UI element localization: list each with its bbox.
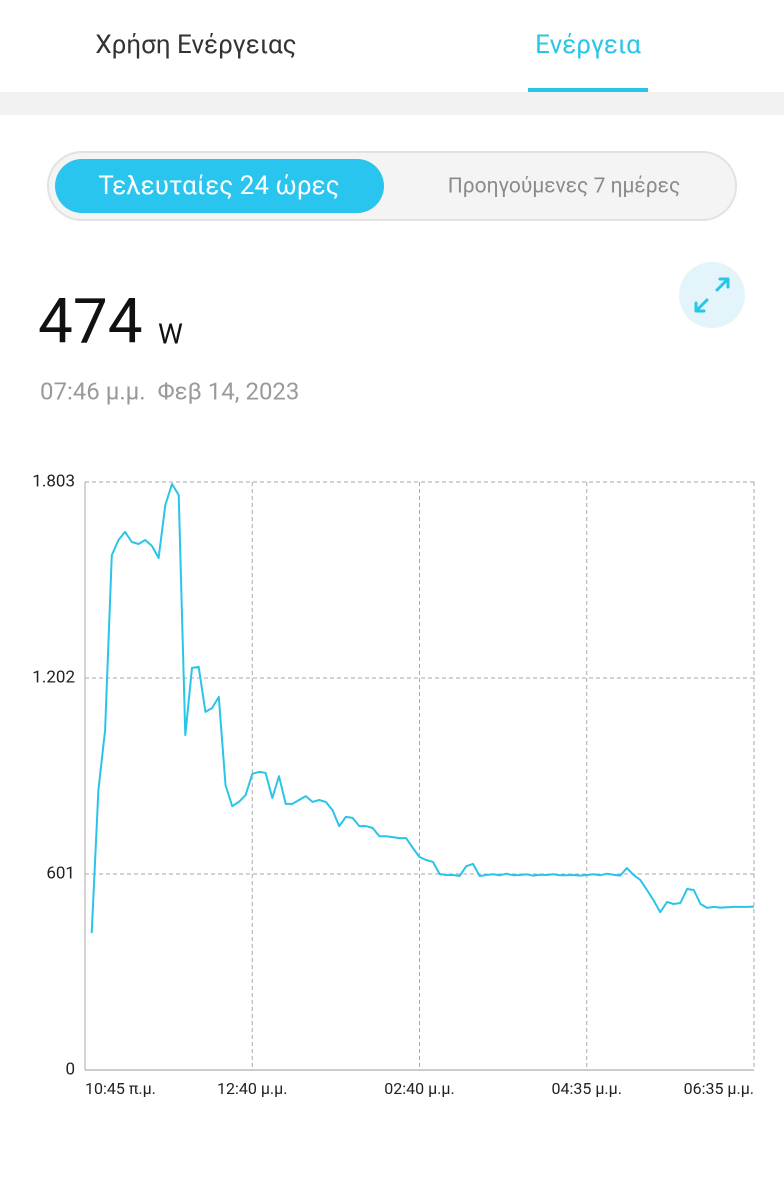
- segment-label[interactable]: Τελευταίες 24 ώρες: [98, 171, 339, 201]
- tab-underline: [528, 88, 648, 92]
- segment-active[interactable]: [55, 159, 384, 213]
- y-tick-label: 601: [46, 863, 75, 883]
- divider: [0, 92, 784, 115]
- tab[interactable]: Χρήση Ενέργειας: [95, 30, 296, 60]
- timestamp: 07:46 μ.μ. Φεβ 14, 2023: [40, 377, 299, 405]
- y-tick-label: 1.803: [32, 471, 75, 491]
- data-line: [90, 483, 755, 934]
- expand-button[interactable]: [679, 262, 745, 328]
- x-tick-label: 06:35 μ.μ.: [684, 1079, 754, 1098]
- y-tick-label: 1.202: [32, 667, 75, 687]
- y-tick-label: 0: [65, 1059, 75, 1079]
- x-tick-label: 04:35 μ.μ.: [552, 1079, 622, 1098]
- x-tick-label: 10:45 π.μ.: [85, 1079, 156, 1098]
- segment-label[interactable]: Προηγούμενες 7 ημέρες: [448, 175, 681, 199]
- tab-active[interactable]: Ενέργεια: [535, 30, 641, 60]
- x-tick-label: 12:40 μ.μ.: [217, 1079, 287, 1098]
- reading-unit: W: [158, 317, 183, 350]
- reading-value: 474: [38, 285, 143, 358]
- x-tick-label: 02:40 μ.μ.: [384, 1079, 454, 1098]
